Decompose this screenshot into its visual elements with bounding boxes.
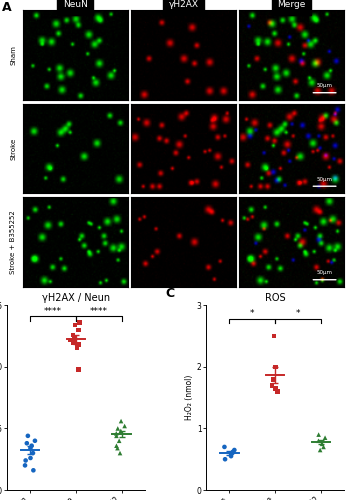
Point: [68, 336, 73, 344]
Point: [115, 444, 120, 452]
Point: [228, 452, 234, 460]
Text: C: C: [165, 287, 174, 300]
Point: [113, 430, 119, 438]
Point: [322, 434, 328, 442]
Point: [77, 318, 82, 326]
Point: [71, 338, 76, 346]
Point: [316, 437, 321, 445]
Point: [28, 454, 33, 462]
Point: [114, 432, 119, 440]
Point: [116, 437, 122, 445]
Point: [114, 442, 119, 450]
Point: [115, 424, 121, 432]
Point: [29, 442, 34, 450]
Point: [72, 321, 78, 329]
Point: [221, 443, 227, 451]
Point: [269, 382, 275, 390]
Point: [273, 363, 278, 371]
Title: Merge: Merge: [277, 0, 306, 9]
Point: [275, 388, 280, 396]
Point: [122, 422, 127, 430]
Point: [24, 439, 29, 447]
Text: ****: ****: [44, 306, 62, 316]
Point: [72, 334, 78, 342]
Point: [321, 443, 326, 451]
Point: [270, 375, 276, 383]
Point: [317, 446, 323, 454]
Title: NeuN: NeuN: [63, 0, 88, 9]
Point: [25, 432, 31, 440]
Title: γH2AX / Neun: γH2AX / Neun: [42, 293, 110, 303]
Point: [232, 446, 237, 454]
Point: [230, 448, 236, 456]
Text: Stroke: Stroke: [10, 138, 16, 160]
Point: [271, 332, 277, 340]
Text: 50μm: 50μm: [317, 270, 333, 275]
Point: [75, 326, 81, 334]
Point: [230, 449, 235, 457]
Text: Sham: Sham: [10, 45, 16, 65]
Point: [319, 440, 325, 448]
Text: Stroke + B355252: Stroke + B355252: [10, 210, 16, 274]
Text: 50μm: 50μm: [317, 176, 333, 182]
Point: [74, 343, 80, 351]
Point: [23, 456, 28, 464]
Text: ****: ****: [90, 306, 108, 316]
Point: [118, 427, 124, 435]
Point: [32, 437, 38, 445]
Point: [70, 331, 76, 339]
Text: *: *: [296, 309, 300, 318]
Point: [75, 341, 81, 349]
Point: [76, 366, 81, 374]
Point: [28, 444, 33, 452]
Point: [117, 449, 123, 457]
Point: [316, 430, 322, 438]
Y-axis label: H₂O₂ (nmol): H₂O₂ (nmol): [185, 375, 194, 420]
Point: [118, 417, 124, 425]
Title: ROS: ROS: [265, 293, 285, 303]
Point: [273, 384, 279, 392]
Title: γH2AX: γH2AX: [168, 0, 198, 9]
Point: [22, 462, 28, 469]
Text: 50μm: 50μm: [317, 83, 333, 88]
Point: [30, 449, 36, 457]
Text: A: A: [2, 1, 12, 14]
Point: [31, 466, 36, 474]
Text: *: *: [250, 309, 254, 318]
Point: [222, 455, 228, 463]
